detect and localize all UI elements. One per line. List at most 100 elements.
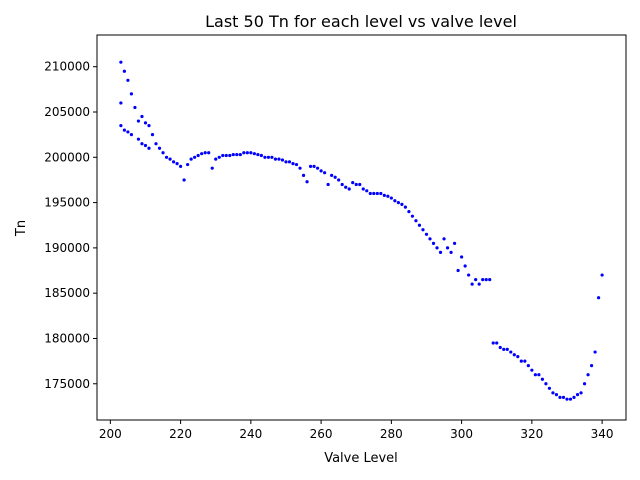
- data-point: [561, 395, 566, 399]
- data-point: [249, 151, 253, 155]
- data-point: [175, 162, 179, 166]
- data-point: [337, 178, 341, 182]
- data-point: [298, 166, 302, 170]
- data-point: [519, 359, 523, 363]
- data-point: [393, 199, 397, 203]
- data-point: [516, 354, 520, 359]
- data-point: [544, 382, 548, 386]
- data-point: [407, 210, 411, 214]
- x-axis-label: Valve Level: [324, 451, 398, 466]
- data-point: [238, 152, 242, 157]
- data-point: [523, 359, 527, 363]
- data-point: [417, 223, 422, 227]
- data-point: [308, 164, 313, 168]
- data-point: [143, 121, 148, 125]
- data-point: [386, 194, 390, 198]
- data-point: [330, 173, 334, 178]
- data-point: [400, 202, 404, 206]
- data-point: [182, 178, 186, 182]
- y-tick-label: 175000: [44, 377, 90, 391]
- data-point: [140, 114, 144, 119]
- data-point: [294, 162, 299, 167]
- data-point: [323, 171, 327, 175]
- y-tick-label: 195000: [44, 196, 90, 210]
- data-point: [509, 350, 513, 354]
- data-point: [133, 105, 137, 110]
- data-point: [193, 155, 197, 159]
- data-point: [449, 250, 453, 255]
- data-point: [421, 228, 425, 232]
- data-point: [410, 214, 415, 218]
- data-point: [600, 273, 604, 277]
- plot-frame: [96, 34, 627, 421]
- data-point: [270, 155, 274, 159]
- data-point: [333, 175, 337, 179]
- data-point: [467, 273, 471, 277]
- data-point: [452, 241, 457, 245]
- data-points: [119, 60, 604, 401]
- data-point: [119, 60, 123, 64]
- data-point: [540, 377, 544, 381]
- data-point: [382, 193, 386, 197]
- x-tick-label: 200: [99, 427, 122, 441]
- data-point: [150, 133, 155, 137]
- data-point: [171, 160, 176, 164]
- chart-title: Last 50 Tn for each level vs valve level: [205, 12, 517, 31]
- data-point: [143, 143, 148, 148]
- data-point: [456, 268, 460, 273]
- x-tick-label: 320: [520, 427, 543, 441]
- data-point: [319, 169, 323, 173]
- data-point: [126, 130, 130, 134]
- data-point: [259, 153, 263, 158]
- data-point: [558, 395, 562, 399]
- data-point: [252, 152, 256, 156]
- data-point: [140, 142, 144, 146]
- data-point: [460, 255, 464, 259]
- y-axis-ticks: 175000 180000 185000 190000 195000 200000 2050…: [44, 60, 97, 391]
- data-point: [129, 133, 134, 137]
- data-point: [351, 181, 355, 185]
- data-point: [242, 151, 246, 155]
- data-point: [586, 373, 590, 377]
- data-point: [470, 282, 474, 286]
- data-point: [568, 397, 573, 401]
- data-point: [396, 200, 400, 205]
- data-point: [154, 142, 158, 146]
- data-point: [505, 347, 509, 351]
- y-tick-label: 185000: [44, 286, 90, 300]
- data-point: [488, 277, 492, 282]
- data-point: [361, 187, 365, 191]
- data-point: [221, 153, 225, 158]
- data-point: [284, 160, 288, 164]
- data-point: [375, 191, 379, 196]
- data-point: [347, 187, 351, 191]
- data-point: [502, 347, 506, 351]
- data-point: [228, 153, 232, 158]
- data-point: [435, 246, 439, 250]
- data-point: [389, 196, 393, 200]
- data-point: [136, 119, 141, 123]
- data-point: [477, 282, 481, 286]
- data-point: [340, 182, 344, 187]
- data-point: [231, 152, 235, 157]
- data-point: [196, 153, 200, 158]
- data-point: [565, 397, 569, 401]
- data-point: [277, 157, 281, 161]
- data-point: [189, 157, 193, 161]
- data-point: [266, 155, 271, 159]
- data-point: [305, 180, 309, 184]
- data-point: [589, 364, 594, 368]
- x-tick-label: 260: [310, 427, 333, 441]
- data-point: [119, 123, 123, 128]
- data-point: [136, 137, 141, 141]
- data-point: [315, 166, 320, 170]
- data-point: [186, 162, 190, 167]
- y-tick-label: 190000: [44, 241, 90, 255]
- data-point: [164, 155, 169, 159]
- data-point: [572, 395, 576, 399]
- data-point: [287, 160, 292, 164]
- y-tick-label: 200000: [44, 150, 90, 164]
- data-point: [147, 146, 151, 150]
- data-point: [575, 393, 580, 397]
- data-point: [210, 166, 214, 170]
